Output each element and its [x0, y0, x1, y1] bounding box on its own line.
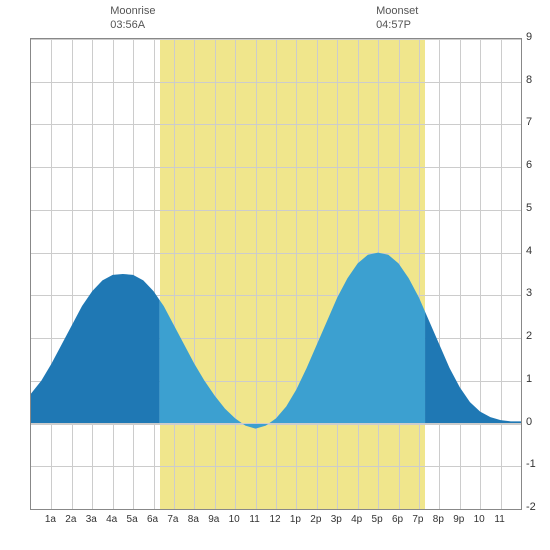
y-tick-label: 4 — [526, 245, 546, 257]
tide-chart: Moonrise 03:56A Moonset 04:57P -2 -1 0 1 2 3 4… — [0, 0, 550, 550]
plot-area — [30, 38, 522, 510]
y-tick-label: 0 — [526, 416, 546, 428]
moonrise-title: Moonrise — [110, 4, 155, 18]
moonset-time: 04:57P — [376, 18, 418, 32]
y-tick-label: 2 — [526, 330, 546, 342]
moonset-title: Moonset — [376, 4, 418, 18]
tide-segment — [425, 312, 521, 424]
tide-curves — [31, 39, 521, 509]
y-tick-label: 6 — [526, 159, 546, 171]
grid-line-h — [31, 509, 521, 510]
y-tick-label: 7 — [526, 116, 546, 128]
x-tick-label: 11 — [488, 514, 512, 525]
moonrise-time: 03:56A — [110, 18, 155, 32]
y-tick-label: 8 — [526, 74, 546, 86]
y-tick-label: 5 — [526, 202, 546, 214]
y-tick-label: 3 — [526, 287, 546, 299]
tide-segment — [31, 274, 160, 424]
y-tick-label: 1 — [526, 373, 546, 385]
y-tick-label: 9 — [526, 31, 546, 43]
moonrise-label: Moonrise 03:56A — [110, 4, 155, 33]
y-tick-label: -2 — [526, 501, 546, 513]
tide-segment — [160, 253, 425, 429]
moonset-label: Moonset 04:57P — [376, 4, 418, 33]
y-tick-label: -1 — [526, 458, 546, 470]
